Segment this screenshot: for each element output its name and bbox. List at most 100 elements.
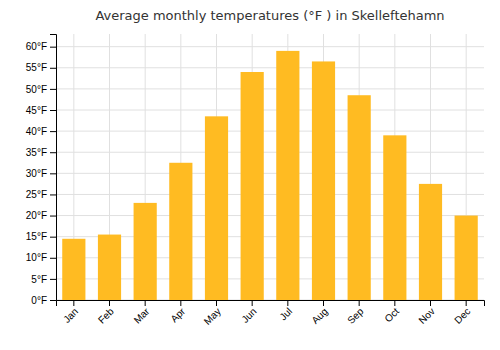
chart: Jan Feb Mar Apr May Jun Jul Aug Sep Oct Nov Dec 0°F 5…: [0, 0, 500, 350]
tick: Jun: [239, 300, 258, 325]
tick-label: 0°F: [31, 295, 47, 306]
tick: 0°F: [31, 295, 56, 306]
grid: [56, 34, 484, 300]
tick-mark: [145, 300, 146, 306]
tick-label: 5°F: [31, 274, 47, 285]
bar: [312, 61, 335, 300]
tick: Sep: [345, 300, 366, 326]
tick-label: 15°F: [26, 231, 47, 242]
tick: 60°F: [26, 41, 56, 52]
bar: [348, 95, 371, 300]
tick: May: [202, 300, 223, 327]
tick: Mar: [132, 300, 152, 326]
tick-mark: [466, 300, 467, 306]
tick: 5°F: [31, 274, 56, 285]
tick-label: 35°F: [26, 147, 47, 158]
bar: [241, 72, 264, 300]
tick-label: Dec: [452, 306, 472, 326]
tick: 20°F: [26, 210, 56, 221]
tick-label: 25°F: [26, 189, 47, 200]
tick-label: Mar: [132, 305, 152, 325]
grid-line-y: [56, 88, 484, 89]
tick: Oct: [382, 300, 401, 324]
tick: 15°F: [26, 231, 56, 242]
tick-mark: [50, 152, 56, 153]
tick-label: 30°F: [26, 168, 47, 179]
grid-line-y: [56, 152, 484, 153]
bar: [455, 216, 478, 300]
tick-label: Apr: [168, 305, 187, 324]
tick-label: 50°F: [26, 84, 47, 95]
tick-mark: [50, 216, 56, 217]
tick-mark: [50, 131, 56, 132]
tick-label: 10°F: [26, 252, 47, 263]
y-axis: 0°F 5°F 10°F 15°F 20°F 25°F 30°F 35°F 40°F 45°F 50…: [26, 35, 57, 306]
tick: 35°F: [26, 147, 56, 158]
grid-line-y: [56, 46, 484, 47]
tick: 10°F: [26, 252, 56, 263]
tick: Nov: [417, 300, 437, 326]
tick: 50°F: [26, 84, 56, 95]
tick-label: Jul: [277, 306, 294, 323]
bar: [169, 163, 192, 300]
axis-line: [57, 301, 485, 307]
tick-label: May: [202, 306, 223, 327]
bar: [276, 51, 299, 300]
tick-label: 45°F: [26, 105, 47, 116]
bar: [98, 235, 121, 300]
tick: 55°F: [26, 62, 56, 73]
bar: [62, 239, 85, 300]
tick: Jan: [61, 300, 80, 325]
tick-label: 55°F: [26, 62, 47, 73]
x-axis: Jan Feb Mar Apr May Jun Jul Aug Sep Oct Nov Dec: [57, 300, 485, 327]
tick-label: Aug: [310, 306, 330, 326]
tick: Aug: [310, 300, 330, 326]
tick: Dec: [452, 300, 472, 326]
tick-mark: [50, 89, 56, 90]
tick-label: Oct: [382, 306, 401, 325]
bar: [419, 184, 442, 300]
tick-mark: [50, 173, 56, 174]
tick-label: 40°F: [26, 126, 47, 137]
tick-mark: [50, 258, 56, 259]
tick-mark: [394, 300, 395, 306]
tick-mark: [216, 300, 217, 306]
tick-mark: [323, 300, 324, 306]
tick-label: Nov: [417, 306, 437, 326]
bar: [134, 203, 157, 300]
tick-label: Jan: [61, 306, 80, 325]
tick: 30°F: [26, 168, 56, 179]
grid-line-y: [56, 110, 484, 111]
tick-mark: [50, 300, 56, 301]
tick-label: 60°F: [26, 41, 47, 52]
tick: Feb: [96, 300, 116, 326]
bar: [205, 116, 228, 300]
tick-mark: [50, 194, 56, 195]
tick: 40°F: [26, 126, 56, 137]
tick-label: Jun: [239, 306, 258, 325]
tick: Apr: [168, 300, 187, 324]
bars: [62, 51, 478, 300]
tick-mark: [252, 300, 253, 306]
tick-mark: [50, 47, 56, 48]
tick-label: Feb: [96, 305, 116, 325]
tick-mark: [180, 300, 181, 306]
title: Average monthly temperatures (°F ) in Sk…: [95, 8, 444, 23]
tick-mark: [50, 110, 56, 111]
grid-line-y: [56, 131, 484, 132]
tick-mark: [109, 300, 110, 306]
grid-line-y: [56, 173, 484, 174]
tick-mark: [430, 300, 431, 306]
tick-mark: [73, 300, 74, 306]
tick-mark: [50, 68, 56, 69]
plot: Jan Feb Mar Apr May Jun Jul Aug Sep Oct Nov Dec 0°F 5…: [26, 34, 485, 327]
tick: 25°F: [26, 189, 56, 200]
grid-line-y: [56, 67, 484, 68]
tick-label: 20°F: [26, 210, 47, 221]
axis-line: [50, 35, 57, 301]
tick: 45°F: [26, 105, 56, 116]
tick-mark: [287, 300, 288, 306]
tick: Jul: [277, 300, 294, 322]
tick-mark: [359, 300, 360, 306]
tick-label: Sep: [345, 305, 366, 326]
